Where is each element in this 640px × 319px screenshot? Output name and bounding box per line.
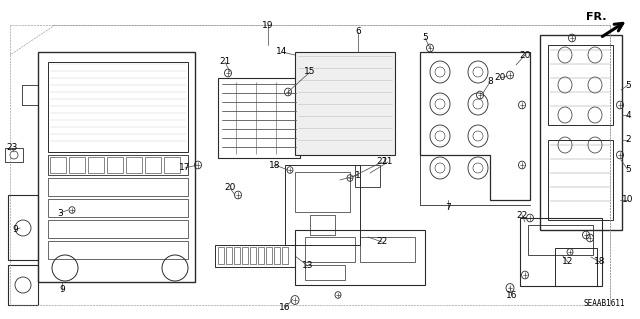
Text: 8: 8 <box>487 78 493 86</box>
Text: 13: 13 <box>302 262 314 271</box>
Text: 20: 20 <box>224 183 236 192</box>
Text: 23: 23 <box>6 144 18 152</box>
Text: 9: 9 <box>12 226 18 234</box>
Bar <box>48 62 188 152</box>
Text: 19: 19 <box>262 20 274 29</box>
Bar <box>548 45 613 125</box>
Text: SEAAB1611: SEAAB1611 <box>584 299 625 308</box>
Bar <box>126 157 142 173</box>
Text: 20: 20 <box>519 50 531 60</box>
Bar <box>107 157 123 173</box>
Bar <box>5 148 23 162</box>
Text: 15: 15 <box>304 68 316 77</box>
Text: 12: 12 <box>563 257 573 266</box>
Text: 4: 4 <box>625 110 631 120</box>
Bar <box>305 265 345 280</box>
Bar <box>50 157 66 173</box>
Bar <box>310 215 335 235</box>
Bar <box>305 237 355 262</box>
Bar <box>48 155 188 175</box>
Text: 1: 1 <box>355 170 361 180</box>
Text: 9: 9 <box>59 286 65 294</box>
Bar <box>8 265 38 305</box>
Bar <box>69 157 85 173</box>
Bar <box>266 247 272 264</box>
Bar <box>48 220 188 238</box>
Polygon shape <box>295 52 395 155</box>
Bar <box>215 245 295 267</box>
Bar <box>520 218 602 286</box>
Text: 2: 2 <box>625 136 631 145</box>
Text: 6: 6 <box>355 27 361 36</box>
Bar <box>555 248 597 286</box>
Text: 11: 11 <box>382 158 394 167</box>
Bar <box>528 225 593 255</box>
Bar <box>48 241 188 259</box>
Bar <box>48 199 188 217</box>
Bar <box>218 247 224 264</box>
Bar <box>360 237 415 262</box>
Text: FR.: FR. <box>586 12 606 22</box>
Bar <box>88 157 104 173</box>
Bar <box>295 172 350 212</box>
Text: 20: 20 <box>494 73 506 83</box>
Bar <box>48 178 188 196</box>
Text: 7: 7 <box>445 204 451 212</box>
Bar <box>258 247 264 264</box>
Text: 22: 22 <box>516 211 527 219</box>
Bar <box>145 157 161 173</box>
Text: 5: 5 <box>625 80 631 90</box>
Text: 18: 18 <box>269 160 281 169</box>
Text: 10: 10 <box>622 196 634 204</box>
Bar <box>285 165 360 245</box>
Bar <box>250 247 256 264</box>
Bar <box>164 157 180 173</box>
Bar <box>548 140 613 220</box>
Text: 5: 5 <box>422 33 428 42</box>
Bar <box>282 247 288 264</box>
Text: 14: 14 <box>276 48 288 56</box>
Text: 18: 18 <box>595 257 605 266</box>
Text: 22: 22 <box>376 238 388 247</box>
Bar <box>8 195 38 260</box>
Text: 3: 3 <box>57 209 63 218</box>
Bar <box>355 165 380 187</box>
Text: 22: 22 <box>376 158 388 167</box>
Bar <box>218 78 300 158</box>
Text: 16: 16 <box>279 303 291 313</box>
Text: 16: 16 <box>506 292 518 300</box>
Text: 21: 21 <box>220 57 230 66</box>
Text: 17: 17 <box>179 164 191 173</box>
Bar <box>540 35 622 230</box>
Bar <box>234 247 240 264</box>
Text: 5: 5 <box>625 166 631 174</box>
Bar <box>226 247 232 264</box>
Bar <box>242 247 248 264</box>
Bar <box>295 230 425 285</box>
Bar <box>274 247 280 264</box>
